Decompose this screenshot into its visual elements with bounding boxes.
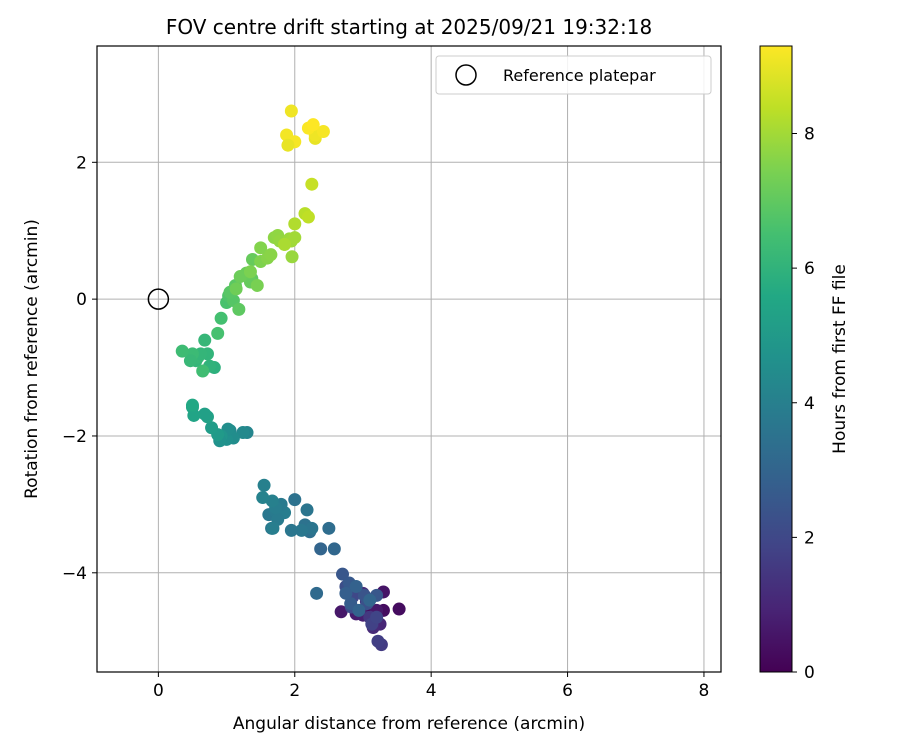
data-point (175, 344, 189, 358)
x-tick-label: 8 (699, 681, 710, 701)
data-point (243, 265, 257, 279)
colorbar-tick-label: 6 (804, 259, 815, 279)
data-point (288, 217, 302, 231)
data-point (257, 478, 271, 492)
data-point (236, 426, 250, 440)
data-point (295, 523, 309, 537)
y-tick-label: −4 (62, 564, 87, 584)
legend-box (435, 55, 712, 95)
data-point (250, 278, 264, 292)
chart-title: FOV centre drift starting at 2025/09/21 … (166, 15, 652, 39)
data-point (371, 634, 385, 648)
data-point (334, 605, 348, 619)
data-point (339, 586, 353, 600)
data-point (185, 398, 199, 412)
data-point (187, 408, 201, 422)
data-point (198, 407, 212, 421)
data-point (349, 579, 363, 593)
colorbar-ticks: 0 2 4 6 8 (792, 125, 815, 683)
data-point (305, 521, 319, 535)
x-tick-label: 2 (289, 681, 300, 701)
data-point (306, 118, 320, 132)
data-point (352, 603, 366, 617)
data-points (175, 104, 406, 652)
data-point (310, 586, 324, 600)
y-tick-label: 0 (76, 290, 87, 310)
y-axis-ticks: −4 −2 0 2 (62, 153, 97, 584)
data-point (305, 177, 319, 191)
x-tick-label: 6 (562, 681, 573, 701)
legend-marker-icon (455, 64, 477, 86)
data-point (214, 311, 228, 325)
data-point (284, 523, 298, 537)
data-point (314, 542, 328, 556)
colorbar-tick-label: 8 (804, 125, 815, 145)
y-axis-label: Rotation from reference (arcmin) (22, 219, 42, 499)
data-point (183, 354, 197, 368)
y-tick-label: −2 (62, 427, 87, 447)
data-point (316, 125, 330, 139)
data-point (264, 248, 278, 262)
data-point (211, 326, 225, 340)
legend-label: Reference platepar (503, 66, 656, 85)
data-point (285, 250, 299, 264)
data-point (266, 521, 280, 535)
data-point (233, 270, 247, 284)
data-point (322, 521, 336, 535)
data-point (256, 491, 270, 505)
x-tick-label: 4 (426, 681, 437, 701)
colorbar-gradient (759, 45, 793, 673)
data-point (284, 104, 298, 118)
data-point (336, 567, 350, 581)
data-point (288, 231, 302, 245)
data-point (254, 241, 268, 255)
data-point (300, 503, 314, 517)
grid (97, 46, 721, 672)
data-point (363, 593, 377, 607)
data-point (232, 302, 246, 316)
plot-frame (96, 45, 722, 673)
colorbar-label: Hours from first FF file (830, 264, 850, 454)
legend: Reference platepar (435, 55, 712, 95)
data-point (327, 542, 341, 556)
data-point (278, 237, 292, 251)
colorbar-tick-label: 0 (804, 663, 815, 683)
data-point (392, 602, 406, 616)
data-point (281, 138, 295, 152)
data-point (198, 333, 212, 347)
data-point (205, 421, 219, 435)
x-axis-label: Angular distance from reference (arcmin) (233, 714, 585, 734)
x-axis-ticks: 0 2 4 6 8 (153, 672, 709, 701)
data-point (196, 364, 210, 378)
x-tick-label: 0 (153, 681, 164, 701)
data-point (229, 282, 243, 296)
colorbar-tick-label: 4 (804, 394, 815, 414)
colorbar-tick-label: 2 (804, 528, 815, 548)
data-point (370, 610, 384, 624)
y-tick-label: 2 (76, 153, 87, 173)
colorbar: 0 2 4 6 8 Hours from first FF file (759, 45, 850, 683)
reference-platepar-marker (147, 288, 170, 310)
data-point (288, 493, 302, 507)
data-point (301, 210, 315, 224)
